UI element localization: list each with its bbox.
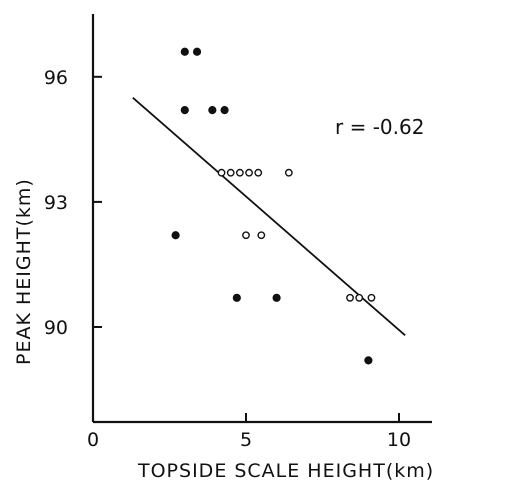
data-points [171, 47, 376, 365]
filled-point-3 [208, 106, 217, 115]
open-point-7 [257, 231, 266, 240]
y-tick-label-93: 93 [44, 192, 68, 214]
filled-point-1 [192, 47, 202, 56]
x-axis-label: TOPSIDE SCALE HEIGHT(km) [137, 460, 434, 482]
x-tick-label-5: 5 [240, 429, 252, 451]
open-point-0 [217, 168, 226, 177]
y-tick-label-96: 96 [44, 67, 68, 89]
filled-point-7 [272, 293, 281, 302]
axes [91, 14, 432, 424]
open-point-1 [226, 168, 235, 177]
filled-point-0 [180, 47, 189, 56]
open-point-3 [245, 168, 253, 177]
open-point-4 [254, 168, 263, 177]
filled-point-4 [220, 106, 229, 115]
open-point-5 [284, 168, 293, 177]
tick-labels: 0 5 10 90 93 96 [44, 67, 411, 451]
x-tick-label-0: 0 [87, 429, 99, 451]
y-tick-label-90: 90 [44, 317, 68, 339]
filled-point-8 [364, 356, 373, 365]
y-axis-label: PEAK HEIGHT(km) [13, 178, 35, 365]
open-point-8 [346, 293, 354, 302]
open-point-9 [355, 293, 364, 302]
tick-marks [92, 75, 400, 422]
x-tick-label-10: 10 [387, 429, 411, 451]
filled-point-2 [180, 106, 189, 115]
filled-point-5 [171, 231, 180, 240]
open-point-2 [235, 168, 244, 177]
open-point-10 [367, 293, 376, 302]
r-annotation: r = -0.62 [335, 115, 424, 139]
open-point-6 [242, 231, 250, 240]
filled-point-6 [232, 293, 241, 302]
